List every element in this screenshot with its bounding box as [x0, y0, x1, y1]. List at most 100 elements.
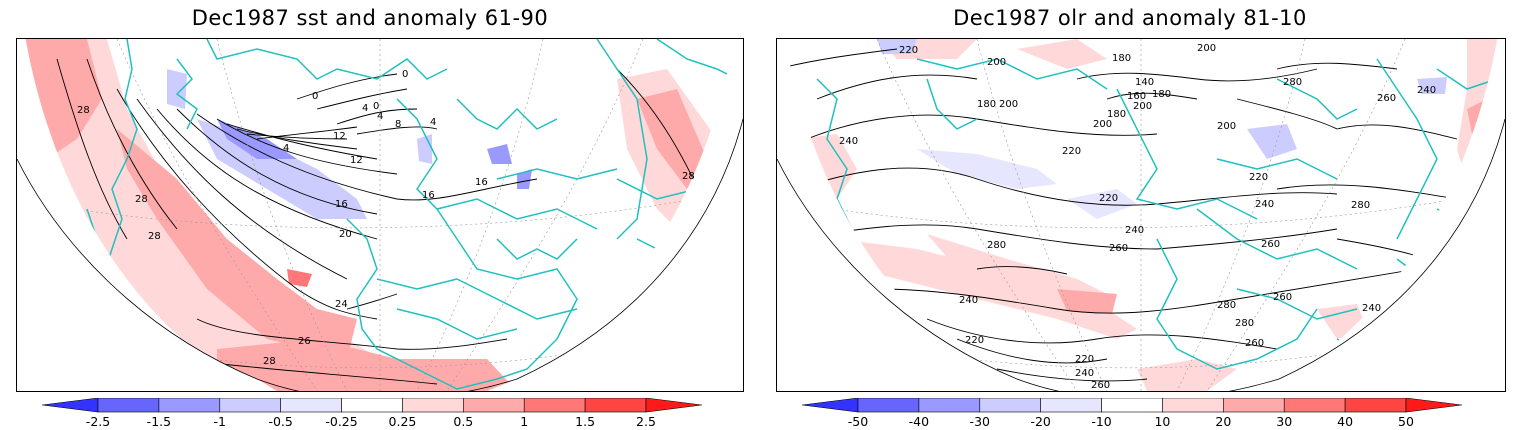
olr-panel: Dec1987 olr and anomaly 81-10 — [760, 0, 1506, 430]
olr-map: 220 200 180 200 180 140 160 180 200 180 … — [776, 38, 1506, 392]
contour-label: 180 — [1107, 109, 1126, 120]
contour-label: 28 — [77, 105, 90, 116]
colorbar-tick-label: -2.5 — [85, 414, 111, 429]
sst-panel: Dec1987 sst and anomaly 61-90 — [0, 0, 744, 430]
contour-label: 220 — [965, 335, 984, 346]
contour-label: 12 — [333, 131, 346, 142]
colorbar-box — [280, 398, 342, 413]
colorbar-tick-label: -0.5 — [268, 414, 293, 429]
contour-label: 28 — [148, 231, 161, 242]
sst-panel-title: Dec1987 sst and anomaly 61-90 — [191, 6, 549, 30]
colorbar-box — [1040, 398, 1102, 413]
contour-label: 140 — [1135, 77, 1154, 88]
contour-label: 0 — [373, 101, 379, 112]
contour-label: 280 — [1235, 318, 1254, 329]
contour-label: 260 — [1261, 239, 1280, 250]
contour-label: 26 — [298, 336, 311, 347]
contour-label: 240 — [1075, 368, 1094, 379]
colorbar-tick-label: 10 — [1154, 414, 1171, 429]
sst-anomaly-area — [167, 69, 187, 109]
olr-anomaly-area — [1017, 39, 1107, 69]
contour-label: 200 — [999, 99, 1018, 110]
contour-label: 240 — [839, 136, 858, 147]
contour-label: 24 — [335, 299, 348, 310]
colorbar-tick-label: 30 — [1276, 414, 1293, 429]
colorbar-box — [97, 398, 160, 413]
contour-label: 240 — [1125, 225, 1144, 236]
colorbar-tick-label: -10 — [1091, 414, 1112, 429]
contour-label: 200 — [1217, 121, 1236, 132]
contour-label: 240 — [1417, 85, 1436, 96]
olr-anomaly-area — [927, 234, 1107, 294]
contour-label: 4 — [377, 111, 383, 122]
colorbar-box — [219, 398, 281, 413]
contour-label: 16 — [475, 177, 488, 188]
contour-label: 180 — [1152, 89, 1171, 100]
contour-label: 220 — [1099, 193, 1118, 204]
contour-label: 180 — [977, 99, 996, 110]
olr-anomaly-area — [1137, 359, 1237, 391]
contour-label: 260 — [1109, 243, 1128, 254]
colorbar-box — [918, 398, 981, 413]
contour-label: 4 — [283, 143, 289, 154]
colorbar-arrow-low — [42, 398, 99, 413]
contour-label: 220 — [1062, 146, 1081, 157]
contour-label: 0 — [402, 69, 408, 80]
colorbar-box — [1101, 398, 1163, 413]
colorbar-tick-label: 2.5 — [636, 414, 656, 429]
olr-anomaly-area — [837, 239, 1137, 339]
sst-anomaly-area — [117, 129, 357, 359]
contour-label: 4 — [362, 103, 368, 114]
contour-label: 12 — [350, 155, 363, 166]
colorbar-box — [523, 398, 586, 413]
contour-label: 200 — [1133, 101, 1152, 112]
contour-label: 4 — [430, 117, 436, 128]
sst-colorbar: -2.5 -1.5 -1 -0.5 -0.25 0.25 0.5 1 1.5 2.5 — [42, 398, 702, 429]
contour-label: 160 — [1127, 91, 1146, 102]
contour-label: 28 — [682, 171, 695, 182]
contour-label: 260 — [1091, 380, 1110, 391]
olr-anomaly-area — [1067, 189, 1137, 219]
colorbar-tick-label: -20 — [1030, 414, 1051, 429]
contour-label: 240 — [1362, 303, 1381, 314]
contour-label: 180 — [1112, 53, 1131, 64]
colorbar-tick-label: -1 — [213, 414, 226, 429]
contour-label: 280 — [987, 240, 1006, 251]
colorbar-arrow-high — [1405, 398, 1462, 413]
olr-anomaly-area — [1417, 77, 1447, 94]
olr-colorbar: -50 -40 -30 -20 -10 10 20 30 40 50 — [802, 398, 1462, 429]
contour-label: 220 — [899, 45, 918, 56]
colorbar-tick-label: -30 — [969, 414, 990, 429]
colorbar-box — [402, 398, 464, 413]
contour-label: 0 — [312, 91, 318, 102]
contour-label: 260 — [1273, 292, 1292, 303]
contour-label: 200 — [987, 57, 1006, 68]
colorbar-box — [584, 398, 647, 413]
contour-label: 280 — [1283, 77, 1302, 88]
contour-label: 8 — [395, 119, 401, 130]
colorbar-tick-label: 1.5 — [575, 414, 596, 429]
colorbar-tick-label: -50 — [847, 414, 869, 429]
colorbar-box — [979, 398, 1041, 413]
colorbar-arrow-high — [645, 398, 702, 413]
contour-label: 28 — [135, 194, 148, 205]
contour-label: 220 — [1249, 172, 1268, 183]
olr-anomaly-area — [1057, 289, 1117, 314]
contour-label: 20 — [339, 229, 352, 240]
contour-label: 200 — [1197, 43, 1216, 54]
colorbar-box — [1283, 398, 1346, 413]
olr-anomaly-area — [917, 149, 1057, 189]
colorbar-box — [857, 398, 920, 413]
sst-anomaly-area — [217, 339, 517, 391]
olr-panel-title: Dec1987 olr and anomaly 81-10 — [953, 6, 1307, 30]
contour-label: 16 — [422, 190, 435, 201]
sst-anomaly-area — [487, 144, 512, 164]
contour-label: 280 — [1217, 300, 1236, 311]
colorbar-tick-label: 0.5 — [453, 414, 474, 429]
colorbar-box — [158, 398, 221, 413]
colorbar-box — [1162, 398, 1224, 413]
contour-label: 220 — [1075, 354, 1094, 365]
colorbar-arrow-low — [802, 398, 859, 413]
colorbar-box — [463, 398, 525, 413]
sst-anomaly-area — [517, 169, 532, 189]
